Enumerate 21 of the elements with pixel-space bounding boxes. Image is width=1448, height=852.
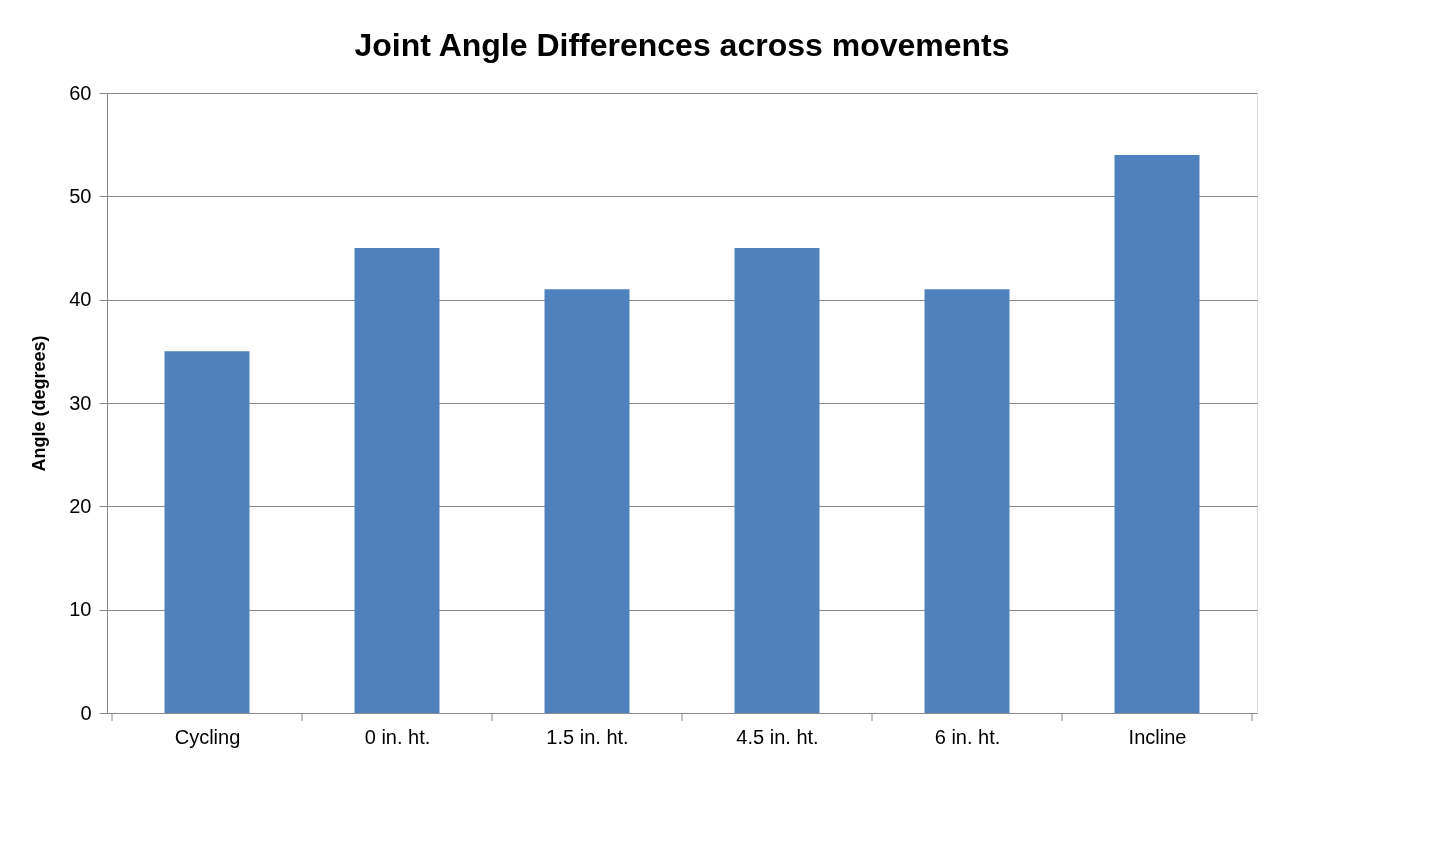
x-tick-label: 6 in. ht. [934, 725, 1001, 748]
x-tick-label: 0 in. ht. [364, 725, 431, 748]
y-tick-label: 20 [69, 494, 92, 517]
x-tick-label: 4.5 in. ht. [736, 725, 819, 748]
y-tick-label: 60 [69, 81, 92, 104]
bar [354, 248, 440, 713]
y-tick-label: 10 [69, 598, 92, 621]
bar [734, 248, 820, 713]
bar [924, 289, 1010, 713]
x-tick-label: Cycling [174, 725, 241, 748]
bar [1114, 155, 1200, 713]
x-tick-label: Incline [1128, 725, 1187, 748]
chart-title: Joint Angle Differences across movements [354, 27, 1010, 63]
bar [164, 351, 250, 713]
y-axis-title: Angle (degrees) [29, 335, 50, 472]
y-tick-label: 0 [80, 701, 92, 724]
y-tick-label: 30 [69, 391, 92, 414]
y-tick-label: 50 [69, 184, 92, 207]
x-tick-label: 1.5 in. ht. [546, 725, 629, 748]
y-tick-label: 40 [69, 288, 92, 311]
bar [544, 289, 630, 713]
